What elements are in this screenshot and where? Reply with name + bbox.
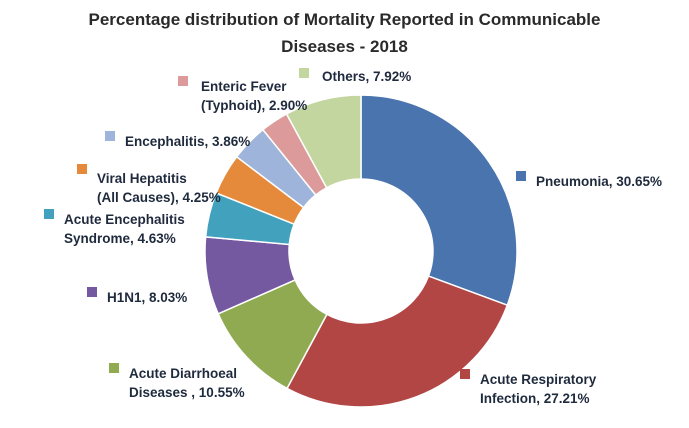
legend-marker-2 <box>460 369 470 379</box>
slice-label-6: Viral Hepatitis (All Causes), 4.25% <box>97 171 221 205</box>
slice-label-2: Acute Respiratory Infection, 27.21% <box>480 372 597 406</box>
slice-label-3-line-1: Acute Diarrhoeal <box>129 366 237 381</box>
slice-label-1-line-1: Pneumonia, 30.65% <box>536 174 662 189</box>
donut-slice-9 <box>285 94 362 189</box>
slice-label-8-line-1: Enteric Fever <box>201 79 287 94</box>
chart-title-line-2: Diseases - 2018 <box>281 37 408 56</box>
legend-marker-3 <box>109 363 119 373</box>
chart-title-line-1: Percentage distribution of Mortality Rep… <box>88 10 601 29</box>
legend-marker-4 <box>87 287 97 297</box>
slice-label-8-line-2: (Typhoid), 2.90% <box>201 98 307 113</box>
legend-marker-6 <box>77 164 87 174</box>
legend-marker-8 <box>178 76 188 86</box>
slice-label-7: Encephalitis, 3.86% <box>125 134 250 149</box>
slice-label-6-line-1: Viral Hepatitis <box>97 171 187 186</box>
slice-label-6-line-2: (All Causes), 4.25% <box>97 190 221 205</box>
slice-label-2-line-1: Acute Respiratory <box>480 372 597 387</box>
slice-label-9: Others, 7.92% <box>322 69 411 84</box>
slice-label-5-line-1: Acute Encephalitis <box>64 212 185 227</box>
slice-label-9-line-1: Others, 7.92% <box>322 69 411 84</box>
slice-label-1: Pneumonia, 30.65% <box>536 174 662 189</box>
slice-label-2-line-2: Infection, 27.21% <box>480 391 590 406</box>
slice-label-4-line-1: H1N1, 8.03% <box>107 290 187 305</box>
slice-label-3-line-2: Diseases , 10.55% <box>129 385 245 400</box>
legend-marker-7 <box>105 131 115 141</box>
slice-label-7-line-1: Encephalitis, 3.86% <box>125 134 250 149</box>
slice-label-8: Enteric Fever (Typhoid), 2.90% <box>201 79 307 113</box>
slice-label-4: H1N1, 8.03% <box>107 290 187 305</box>
legend-marker-5 <box>44 209 54 219</box>
legend-marker-9 <box>299 68 309 78</box>
legend-marker-1 <box>516 171 526 181</box>
donut-slice-1 <box>360 94 518 307</box>
slice-label-5-line-2: Syndrome, 4.63% <box>64 231 176 246</box>
slice-label-3: Acute Diarrhoeal Diseases , 10.55% <box>129 366 245 400</box>
slice-label-5: Acute Encephalitis Syndrome, 4.63% <box>64 212 185 246</box>
donut-slice-2 <box>286 275 509 408</box>
